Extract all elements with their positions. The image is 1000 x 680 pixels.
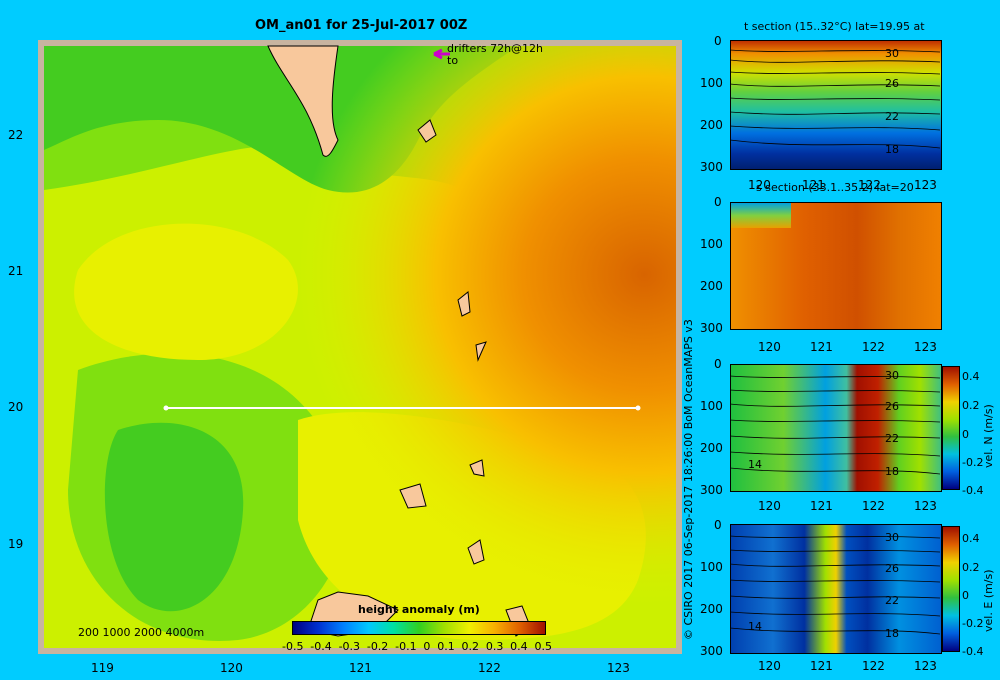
ve-contour-label: 30 [885, 531, 899, 544]
vn-contour-label: 30 [885, 369, 899, 382]
t-contour-label: 18 [885, 143, 899, 156]
t-contour-label: 22 [885, 110, 899, 123]
map-xtick: 122 [478, 661, 501, 675]
t-section-title: t section (15..32°C) lat=19.95 at [744, 20, 925, 33]
drifters-to: to [447, 54, 459, 67]
ve-colorbar [942, 526, 960, 652]
map-ytick: 22 [8, 128, 24, 142]
depth-legend: 200 1000 2000 4000m [78, 626, 205, 639]
map-ytick: 21 [8, 264, 24, 278]
map-xtick: 121 [349, 661, 372, 675]
colorbar-ticks: -0.5 -0.4 -0.3 -0.2 -0.1 0 0.1 0.2 0.3 0.4 0.5 [282, 640, 552, 653]
ve-contour-label: 26 [885, 562, 899, 575]
height-colorbar [292, 621, 546, 635]
t-contour-label: 30 [885, 47, 899, 60]
vn-contour-label: 14 [748, 458, 762, 471]
drifters-label: drifters 72h@12h [447, 42, 544, 55]
vn-colorbar [942, 366, 960, 490]
ve-contour-label: 18 [885, 627, 899, 640]
map-xtick: 123 [607, 661, 630, 675]
s-section-title: s section (33.1..35.2) lat=20 [756, 181, 914, 194]
vn-contour-label: 18 [885, 465, 899, 478]
ve-contour-label: 22 [885, 594, 899, 607]
s-surface-layer [731, 203, 791, 228]
colorbar-title: height anomaly (m) [358, 603, 480, 616]
map-ytick: 20 [8, 400, 24, 414]
map-ytick: 19 [8, 537, 24, 551]
t-contour-label: 26 [885, 77, 899, 90]
map-title: OM_an01 for 25-Jul-2017 00Z [255, 18, 468, 33]
vn-contour-label: 26 [885, 400, 899, 413]
drifter-arrow-icon [433, 48, 450, 60]
t-section-contours [730, 49, 940, 149]
vn-contours [730, 375, 940, 475]
main-map [38, 40, 682, 654]
ve-colorbar-label: vel. E (m/s) [982, 569, 995, 632]
vn-colorbar-label: vel. N (m/s) [982, 404, 995, 468]
credit-text: © CSIRO 2017 06-Sep-2017 18:26:00 BoM Oc… [682, 319, 695, 640]
map-xtick: 120 [220, 661, 243, 675]
ve-contour-label: 14 [748, 620, 762, 633]
ve-contours [730, 535, 940, 635]
map-xtick: 119 [91, 661, 114, 675]
vn-contour-label: 22 [885, 432, 899, 445]
ve-section-plot [730, 524, 942, 654]
